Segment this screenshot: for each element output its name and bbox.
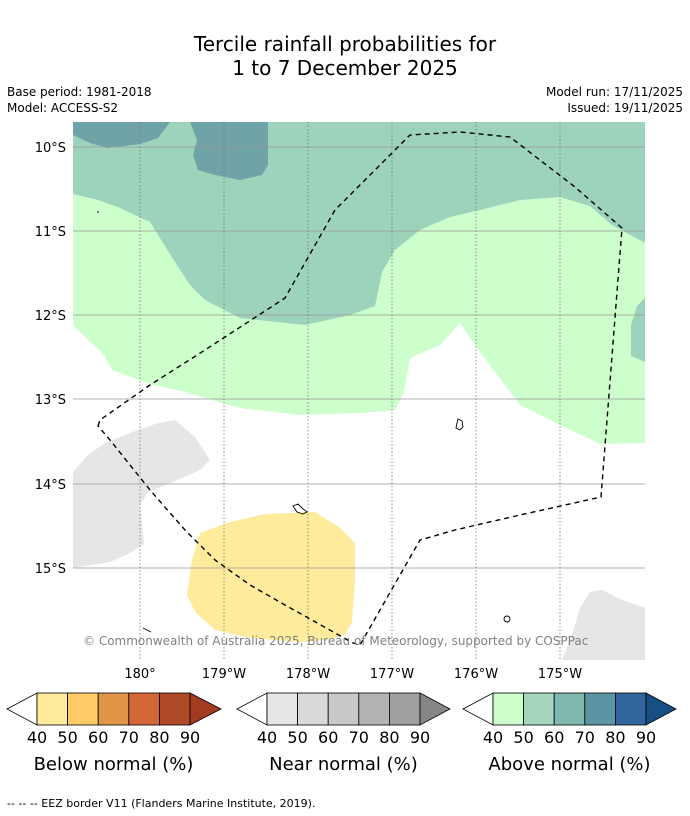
longitude-gridlines xyxy=(139,122,561,660)
colorbar-segment xyxy=(97,692,130,726)
colorbar-segment xyxy=(492,692,525,726)
island-futuna xyxy=(292,503,308,515)
colorbar-tick-label: 70 xyxy=(119,728,139,747)
colorbar-tick-label: 90 xyxy=(636,728,656,747)
issued-date: Issued: 19/11/2025 xyxy=(567,101,683,115)
copyright-notice: © Commonwealth of Australia 2025, Bureau… xyxy=(83,634,588,648)
colorbar-segment xyxy=(67,692,99,726)
colorbar-segment xyxy=(36,692,69,726)
colorbar-segment xyxy=(297,692,329,726)
longitude-labels: 180° 179°W 178°W 177°W 176°W 175°W xyxy=(124,667,582,682)
colorbar-tick-label: 60 xyxy=(318,728,338,747)
colorbar-segment xyxy=(584,692,616,726)
colorbar-title: Above normal (%) xyxy=(488,754,650,775)
colorbar-tick-label: 70 xyxy=(575,728,595,747)
colorbar-title: Near normal (%) xyxy=(269,754,418,775)
lon-label: 180° xyxy=(124,667,155,682)
island-small xyxy=(503,615,511,623)
eez-footnote: -- -- -- EEZ border V11 (Flanders Marine… xyxy=(7,797,316,810)
colorbar-0: 40 50 60 70 80 90 Below normal (%) xyxy=(6,692,222,775)
colorbar-segment xyxy=(128,692,160,726)
colorbar-2: 40 50 60 70 80 90 Above normal (%) xyxy=(462,692,677,775)
lon-label: 177°W xyxy=(370,667,414,682)
colorbars: 40 50 60 70 80 90 Below normal (%) 40 50 60 70 80 90… xyxy=(6,692,677,775)
above-normal-60-region-north xyxy=(190,122,268,180)
island-rotuma-east xyxy=(455,418,464,431)
lon-label: 179°W xyxy=(202,667,246,682)
colorbar-tick-label: 60 xyxy=(544,728,564,747)
colorbar-tick-label: 40 xyxy=(483,728,503,747)
colorbar-extend-low xyxy=(236,692,268,726)
base-period: Base period: 1981-2018 xyxy=(7,85,152,99)
colorbar-extend-low xyxy=(6,692,38,726)
colorbar-segment xyxy=(388,692,421,726)
colorbar-segment xyxy=(553,692,586,726)
above-normal-60-region-west xyxy=(73,122,170,148)
colorbar-tick-label: 50 xyxy=(513,728,533,747)
colorbar-1: 40 50 60 70 80 90 Near normal (%) xyxy=(236,692,451,775)
title-line-1: Tercile rainfall probabilities for xyxy=(193,32,497,56)
lat-label: 13°S xyxy=(35,393,66,408)
eez-border xyxy=(97,131,623,646)
colorbar-segment xyxy=(266,692,299,726)
colorbar-segment xyxy=(523,692,555,726)
colorbar-title: Below normal (%) xyxy=(34,754,194,775)
colorbar-extend-high xyxy=(189,692,222,726)
island-dot xyxy=(97,211,99,213)
lon-label: 178°W xyxy=(286,667,330,682)
latitude-labels: 10°S 11°S 12°S 13°S 14°S 15°S xyxy=(35,141,66,577)
colorbar-tick-label: 90 xyxy=(410,728,430,747)
colorbar-tick-label: 50 xyxy=(57,728,77,747)
colorbar-tick-label: 80 xyxy=(149,728,169,747)
colorbar-tick-label: 50 xyxy=(287,728,307,747)
island-west xyxy=(142,627,152,633)
latitude-gridlines xyxy=(73,146,645,569)
colorbar-tick-label: 60 xyxy=(88,728,108,747)
forecast-map: 10°S 11°S 12°S 13°S 14°S 15°S 180° 179°W… xyxy=(6,122,677,775)
lat-label: 14°S xyxy=(35,478,66,493)
colorbar-tick-label: 80 xyxy=(379,728,399,747)
model-run: Model run: 17/11/2025 xyxy=(545,85,683,99)
colorbar-tick-label: 40 xyxy=(257,728,277,747)
colorbar-extend-high xyxy=(419,692,451,726)
lat-label: 12°S xyxy=(35,309,66,324)
colorbar-segment xyxy=(158,692,191,726)
lat-label: 15°S xyxy=(35,562,66,577)
below-normal-40-region xyxy=(187,512,355,642)
near-normal-west-region xyxy=(73,420,210,568)
lat-label: 10°S xyxy=(35,141,66,156)
lon-label: 175°W xyxy=(538,667,582,682)
near-normal-southeast-region xyxy=(562,590,645,660)
colorbar-tick-label: 40 xyxy=(27,728,47,747)
lat-label: 11°S xyxy=(35,225,66,240)
title-line-2: 1 to 7 December 2025 xyxy=(232,56,458,80)
model-name: Model: ACCESS-S2 xyxy=(7,101,119,115)
colorbar-extend-high xyxy=(645,692,677,726)
map-plot-area xyxy=(73,122,645,660)
lon-label: 176°W xyxy=(454,667,498,682)
colorbar-segment xyxy=(327,692,360,726)
colorbar-segment xyxy=(358,692,390,726)
colorbar-extend-low xyxy=(462,692,494,726)
colorbar-tick-label: 80 xyxy=(605,728,625,747)
above-normal-50-east-region xyxy=(631,298,645,362)
colorbar-tick-label: 70 xyxy=(349,728,369,747)
colorbar-tick-label: 90 xyxy=(180,728,200,747)
colorbar-segment xyxy=(615,692,647,726)
